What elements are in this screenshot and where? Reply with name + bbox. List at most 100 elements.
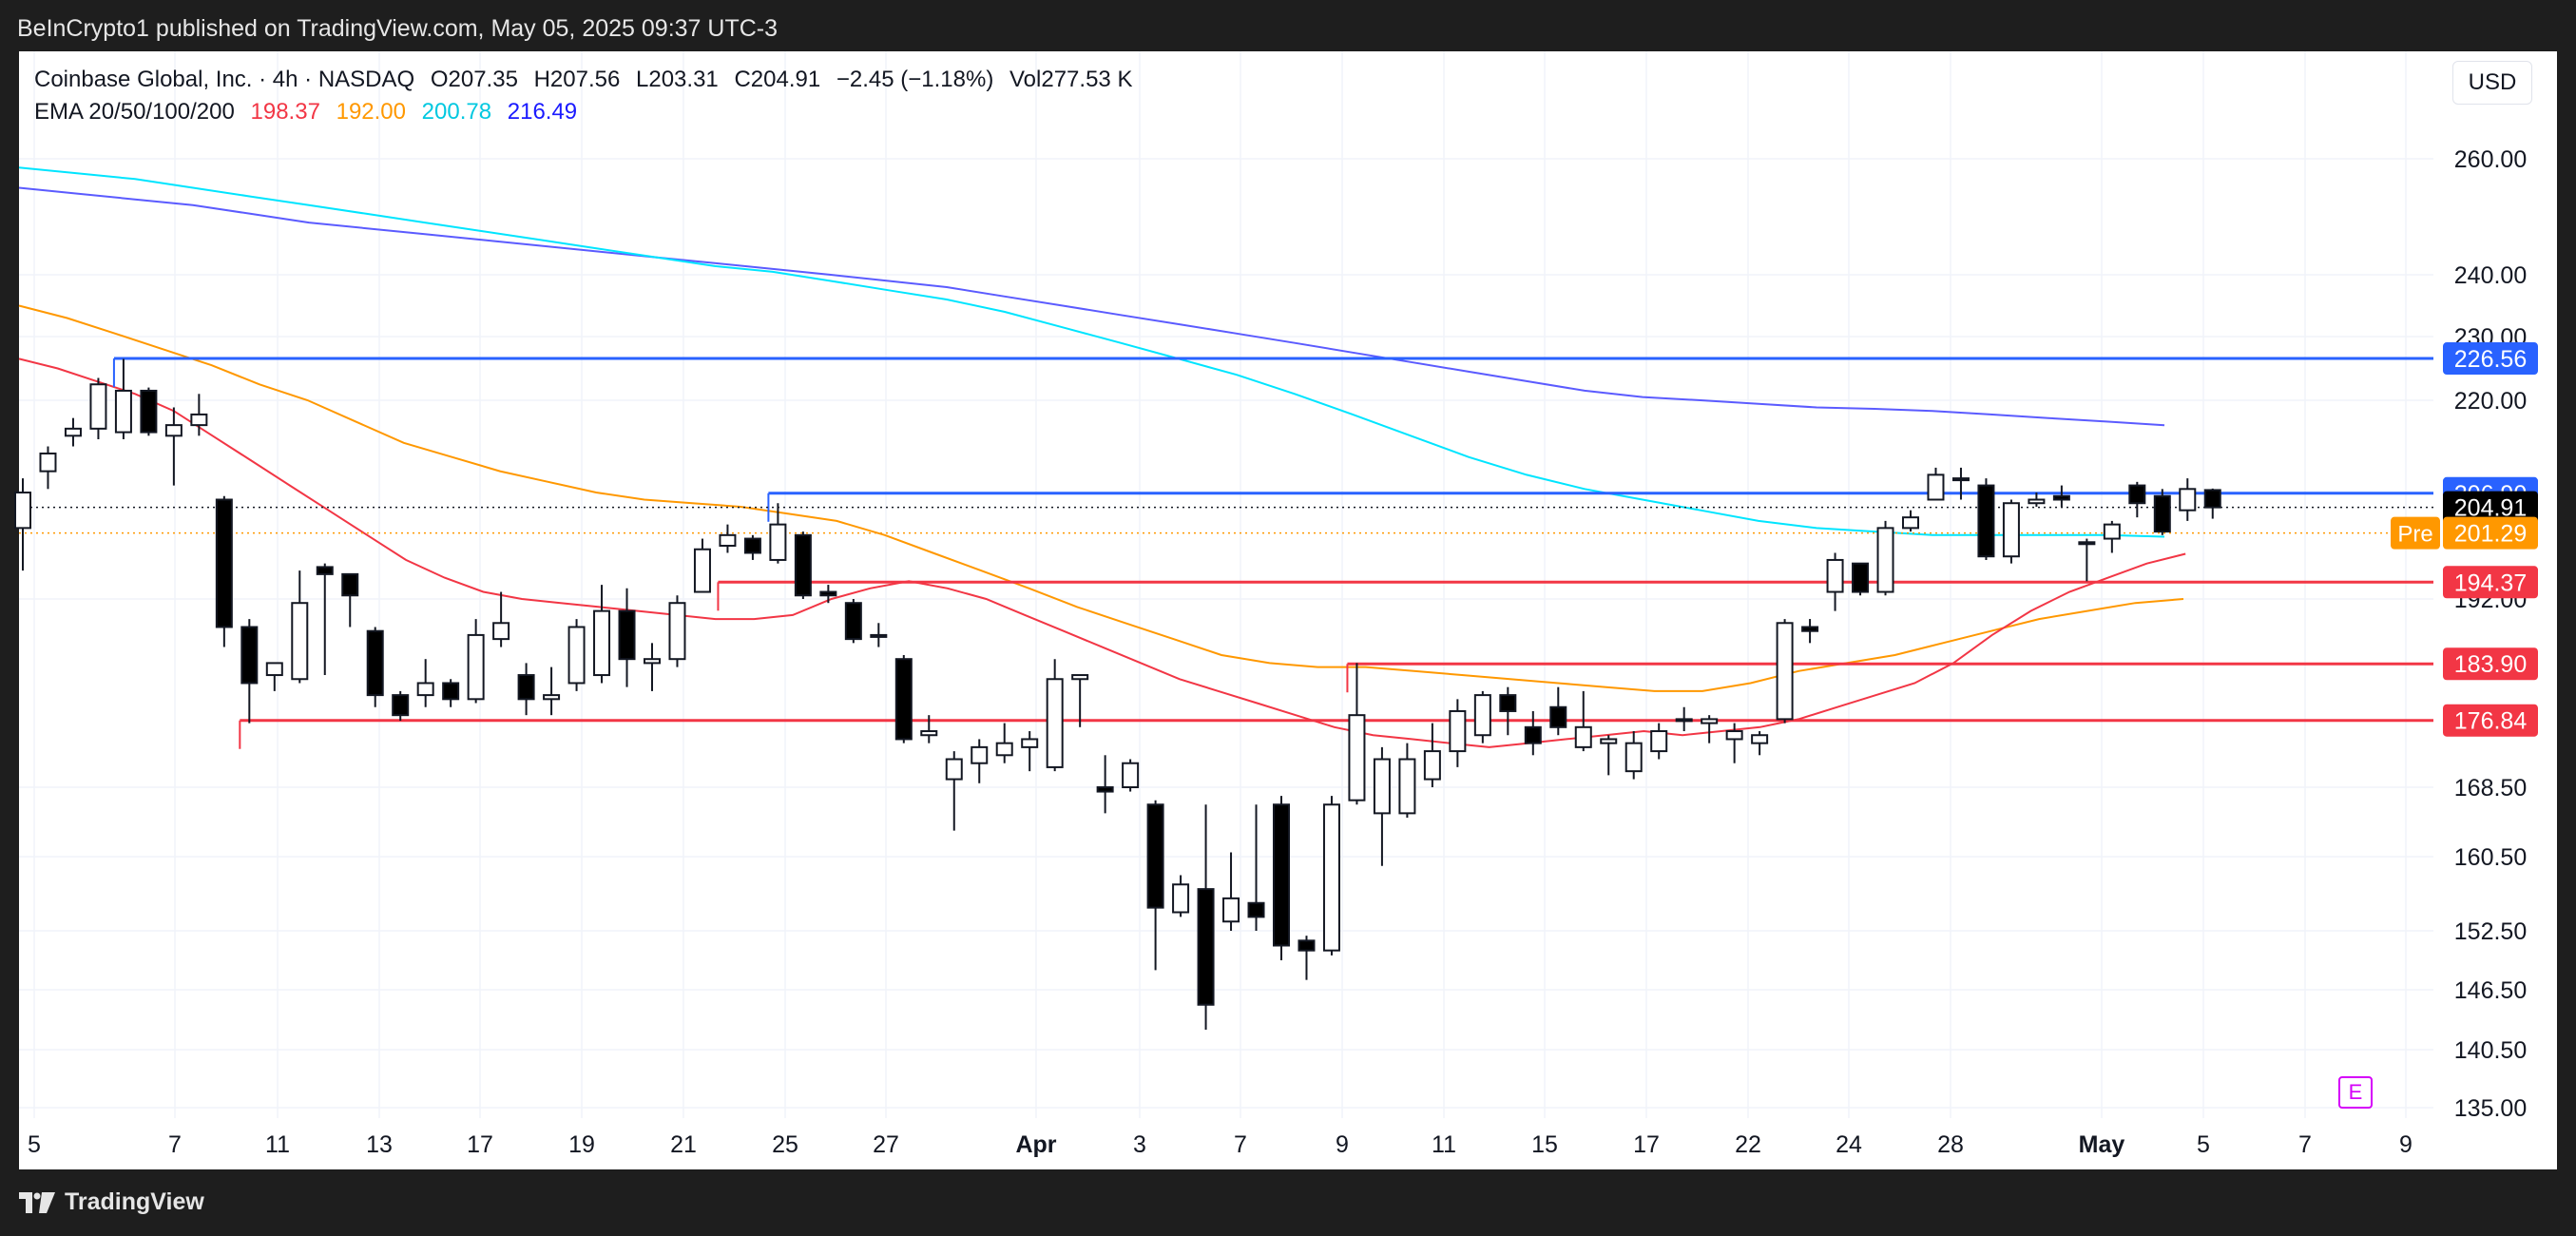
candle-body-78 <box>1977 484 1995 558</box>
candle-body-20 <box>517 674 535 701</box>
candle-body-39 <box>995 742 1013 757</box>
chart-panel[interactable] <box>19 51 2557 1169</box>
candle-body-47 <box>1197 888 1215 1006</box>
candle-body-79 <box>2002 502 2020 558</box>
y-tick-label-0: 260.00 <box>2454 146 2527 173</box>
legend-low: L203.31 <box>636 67 719 92</box>
candle-body-67 <box>1701 718 1719 724</box>
candle-body-76 <box>1927 473 1945 501</box>
candle-body-30 <box>769 523 787 561</box>
tradingview-logo-icon <box>19 1191 55 1213</box>
candle-body-51 <box>1298 939 1316 952</box>
tradingview-brand: TradingView <box>65 1188 204 1215</box>
candle-body-21 <box>543 694 561 701</box>
candle-body-55 <box>1398 758 1416 815</box>
pre-chip-bg <box>2391 516 2440 550</box>
candle-body-44 <box>1122 762 1140 788</box>
x-tick-label-11: 7 <box>1234 1131 1247 1158</box>
candle-body-2 <box>64 427 82 437</box>
legend-ema50-value: 192.00 <box>336 99 406 125</box>
legend-high: H207.56 <box>533 67 621 92</box>
candle-body-56 <box>1423 750 1441 781</box>
y-tick-label-9: 140.50 <box>2454 1037 2527 1064</box>
x-tick-label-20: 5 <box>2197 1131 2210 1158</box>
candle-body-18 <box>467 633 485 701</box>
pre-chip-label: Pre <box>2397 522 2432 548</box>
candle-body-9 <box>240 626 259 685</box>
legend-ema: EMA 20/50/100/200 198.37 192.00 200.78 2… <box>34 99 586 126</box>
candle-body-70 <box>1776 622 1794 721</box>
currency-selector[interactable]: USD <box>2452 61 2532 105</box>
candle-body-68 <box>1725 730 1743 741</box>
candle-body-26 <box>668 602 686 661</box>
candle-body-27 <box>693 548 711 593</box>
legend-ohlc: Coinbase Global, Inc. · 4h · NASDAQ O207… <box>34 67 1142 93</box>
candle-body-58 <box>1473 694 1491 737</box>
candle-body-4 <box>114 389 132 434</box>
y-tick-label-1: 240.00 <box>2454 262 2527 289</box>
x-tick-label-2: 11 <box>265 1131 290 1158</box>
candle-body-80 <box>2028 498 2046 505</box>
x-tick-label-0: 5 <box>28 1131 41 1158</box>
x-tick-label-17: 24 <box>1836 1131 1862 1158</box>
candle-body-83 <box>2103 523 2121 540</box>
candle-body-85 <box>2153 494 2171 533</box>
legend-ema-label: EMA 20/50/100/200 <box>34 99 235 125</box>
x-tick-label-10: 3 <box>1133 1131 1146 1158</box>
level-tag-176.84-bg <box>2443 704 2538 737</box>
last-price-tag-bg <box>2443 491 2538 524</box>
level-tag-194.37: 194.37 <box>2454 570 2527 596</box>
legend-ema20-value: 198.37 <box>250 99 320 125</box>
candle-body-22 <box>567 626 586 685</box>
candle-body-71 <box>1801 626 1819 632</box>
candle-body-16 <box>416 682 434 697</box>
x-tick-label-21: 7 <box>2298 1131 2312 1158</box>
candle-body-34 <box>870 633 888 638</box>
level-tag-176.84: 176.84 <box>2454 708 2528 735</box>
candle-body-31 <box>794 533 812 597</box>
candle-body-77 <box>1951 477 1970 482</box>
x-tick-label-16: 22 <box>1735 1131 1761 1158</box>
candle-body-8 <box>215 498 233 628</box>
candle-body-84 <box>2128 484 2146 505</box>
candle-body-36 <box>920 730 938 737</box>
level-tag-183.90-bg <box>2443 647 2538 681</box>
candle-body-66 <box>1675 718 1693 723</box>
legend-volume: Vol277.53 K <box>1009 67 1133 92</box>
candle-body-1 <box>39 452 57 473</box>
candle-body-32 <box>819 590 837 597</box>
tradingview-logo[interactable]: TradingView <box>19 1188 204 1216</box>
candle-body-74 <box>1876 527 1894 593</box>
candle-body-43 <box>1096 786 1114 793</box>
candle-body-11 <box>291 602 309 681</box>
candle-body-23 <box>593 609 611 677</box>
candle-body-12 <box>316 566 334 575</box>
candle-body-3 <box>89 383 107 430</box>
candle-body-7 <box>190 413 208 427</box>
x-tick-label-9: Apr <box>1015 1131 1056 1158</box>
candle-body-15 <box>392 694 410 717</box>
legend-symbol: Coinbase Global, Inc. · 4h · NASDAQ <box>34 67 415 92</box>
candle-body-53 <box>1348 714 1366 801</box>
candle-body-33 <box>844 602 862 641</box>
ema200-line <box>18 186 2165 427</box>
candle-body-60 <box>1524 725 1542 744</box>
candle-body-38 <box>971 745 989 764</box>
x-tick-label-15: 17 <box>1633 1131 1660 1158</box>
candle-body-24 <box>618 609 636 661</box>
candle-body-64 <box>1624 742 1643 773</box>
candle-body-86 <box>2179 488 2197 512</box>
candle-body-19 <box>492 622 510 641</box>
y-tick-label-10: 135.00 <box>2454 1095 2527 1122</box>
candle-body-73 <box>1852 562 1870 593</box>
x-tick-label-5: 19 <box>568 1131 595 1158</box>
candle-body-48 <box>1222 897 1240 923</box>
earnings-badge[interactable]: E <box>2338 1076 2373 1109</box>
y-tick-label-6: 160.50 <box>2454 844 2527 871</box>
ema20-line <box>18 357 2186 748</box>
candle-body-81 <box>2052 494 2070 501</box>
x-tick-label-7: 25 <box>772 1131 798 1158</box>
candle-body-52 <box>1322 803 1340 952</box>
x-tick-label-1: 7 <box>168 1131 182 1158</box>
